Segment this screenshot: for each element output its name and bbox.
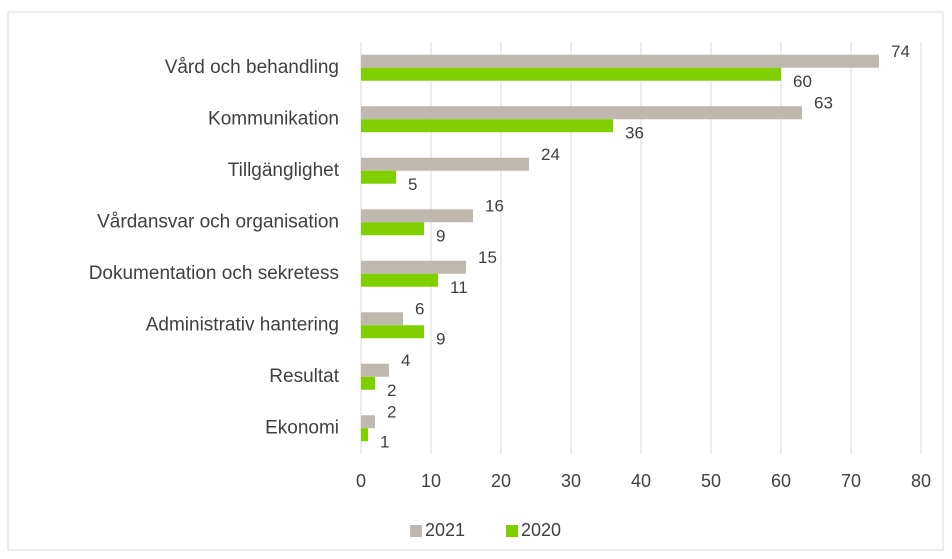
x-tick-label: 20 [491, 471, 511, 491]
bar [361, 260, 466, 274]
bar [361, 170, 396, 184]
x-tick-label: 30 [561, 471, 581, 491]
data-label: 9 [436, 330, 445, 349]
legend-swatch [410, 525, 422, 537]
y-tick-label: Dokumentation och sekretess [89, 263, 339, 284]
data-label: 63 [814, 94, 833, 113]
bar [361, 222, 424, 236]
data-label: 1 [380, 433, 389, 452]
x-tick-label: 60 [771, 471, 791, 491]
data-label: 2 [387, 381, 396, 400]
x-tick-label: 50 [701, 471, 721, 491]
x-tick-label: 10 [421, 471, 441, 491]
x-tick-label: 80 [911, 471, 931, 491]
bar [361, 106, 802, 120]
data-label: 4 [401, 351, 410, 370]
data-label: 36 [625, 124, 644, 143]
data-label: 74 [891, 42, 910, 61]
data-label: 15 [478, 248, 497, 267]
data-label: 9 [436, 227, 445, 246]
bar [361, 363, 389, 377]
bar [361, 273, 438, 287]
bar [361, 376, 375, 390]
bar [361, 209, 473, 223]
bar [361, 67, 781, 81]
y-tick-label: Vårdansvar och organisation [97, 211, 339, 232]
bar [361, 415, 375, 429]
data-label: 24 [541, 145, 560, 164]
bar [361, 54, 879, 68]
y-tick-label: Kommunikation [208, 108, 339, 129]
y-tick-label: Resultat [269, 366, 339, 387]
chart-border [7, 11, 944, 551]
y-tick-label: Administrativ hantering [146, 314, 339, 335]
data-label: 60 [793, 72, 812, 91]
data-label: 6 [415, 300, 424, 319]
y-tick-label: Tillgänglighet [228, 160, 340, 181]
data-label: 11 [450, 278, 468, 297]
bar [361, 428, 368, 442]
data-label: 5 [408, 175, 417, 194]
bar [361, 325, 424, 339]
legend-swatch [506, 525, 518, 537]
y-tick-label: Vård och behandling [165, 57, 339, 78]
bar [361, 312, 403, 326]
x-tick-label: 40 [631, 471, 651, 491]
legend-label: 2021 [425, 520, 465, 540]
data-label: 16 [485, 197, 504, 216]
bar [361, 119, 613, 133]
x-tick-label: 0 [356, 471, 366, 491]
bar [361, 157, 529, 171]
legend-label: 2020 [521, 520, 561, 540]
y-tick-label: Ekonomi [265, 417, 339, 438]
data-label: 2 [387, 403, 396, 422]
x-tick-label: 70 [841, 471, 861, 491]
